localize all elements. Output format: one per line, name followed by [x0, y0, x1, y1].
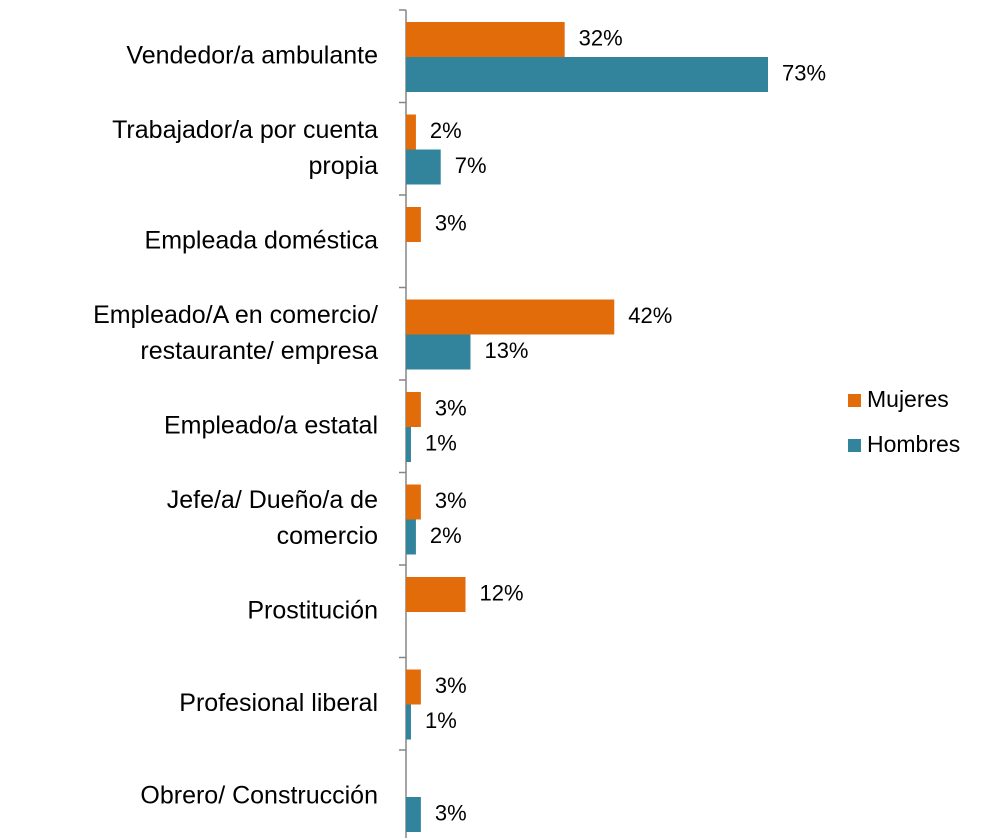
bar [406, 207, 421, 242]
bar [406, 427, 411, 462]
bar [406, 669, 421, 705]
category-label: Empleado/a estatal [164, 411, 378, 439]
value-label: 12% [480, 580, 524, 605]
legend-swatch [848, 394, 861, 407]
category-label: Profesional liberal [179, 688, 378, 716]
category-label: Empleada doméstica [145, 226, 379, 254]
category-label: Trabajador/a por cuenta propia [112, 115, 378, 179]
category-label: Obrero/ Construcción [140, 781, 378, 809]
value-label: 13% [484, 338, 528, 363]
bar [406, 299, 615, 335]
value-label: 73% [782, 60, 826, 85]
bar [406, 519, 416, 555]
category-label: Jefe/a/ Dueño/a de comercio [167, 485, 378, 549]
value-label: 3% [435, 488, 467, 513]
value-label: 2% [430, 523, 462, 548]
category-label: Prostitución [247, 596, 378, 624]
value-label: 1% [425, 430, 457, 455]
value-label: 2% [430, 118, 462, 143]
bar [406, 484, 421, 520]
value-label: 42% [628, 303, 672, 328]
value-label: 3% [435, 673, 467, 698]
bar [406, 334, 471, 370]
category-label: Empleado/A en comercio/restaurante/ empr… [93, 300, 378, 364]
value-label: 7% [455, 153, 487, 178]
legend-swatch [848, 439, 861, 452]
category-label: Vendedor/a ambulante [126, 41, 378, 69]
legend-label: Hombres [867, 431, 960, 457]
bar [406, 57, 768, 92]
value-label: 3% [435, 395, 467, 420]
bar [406, 114, 416, 150]
legend-label: Mujeres [867, 386, 949, 412]
value-label: 3% [435, 210, 467, 235]
bar [406, 22, 565, 57]
bar [406, 797, 421, 832]
value-label: 32% [579, 25, 623, 50]
bar [406, 704, 411, 740]
bar [406, 577, 466, 612]
value-label: 3% [435, 800, 467, 825]
bar [406, 392, 421, 427]
value-label: 1% [425, 708, 457, 733]
bar [406, 149, 441, 185]
